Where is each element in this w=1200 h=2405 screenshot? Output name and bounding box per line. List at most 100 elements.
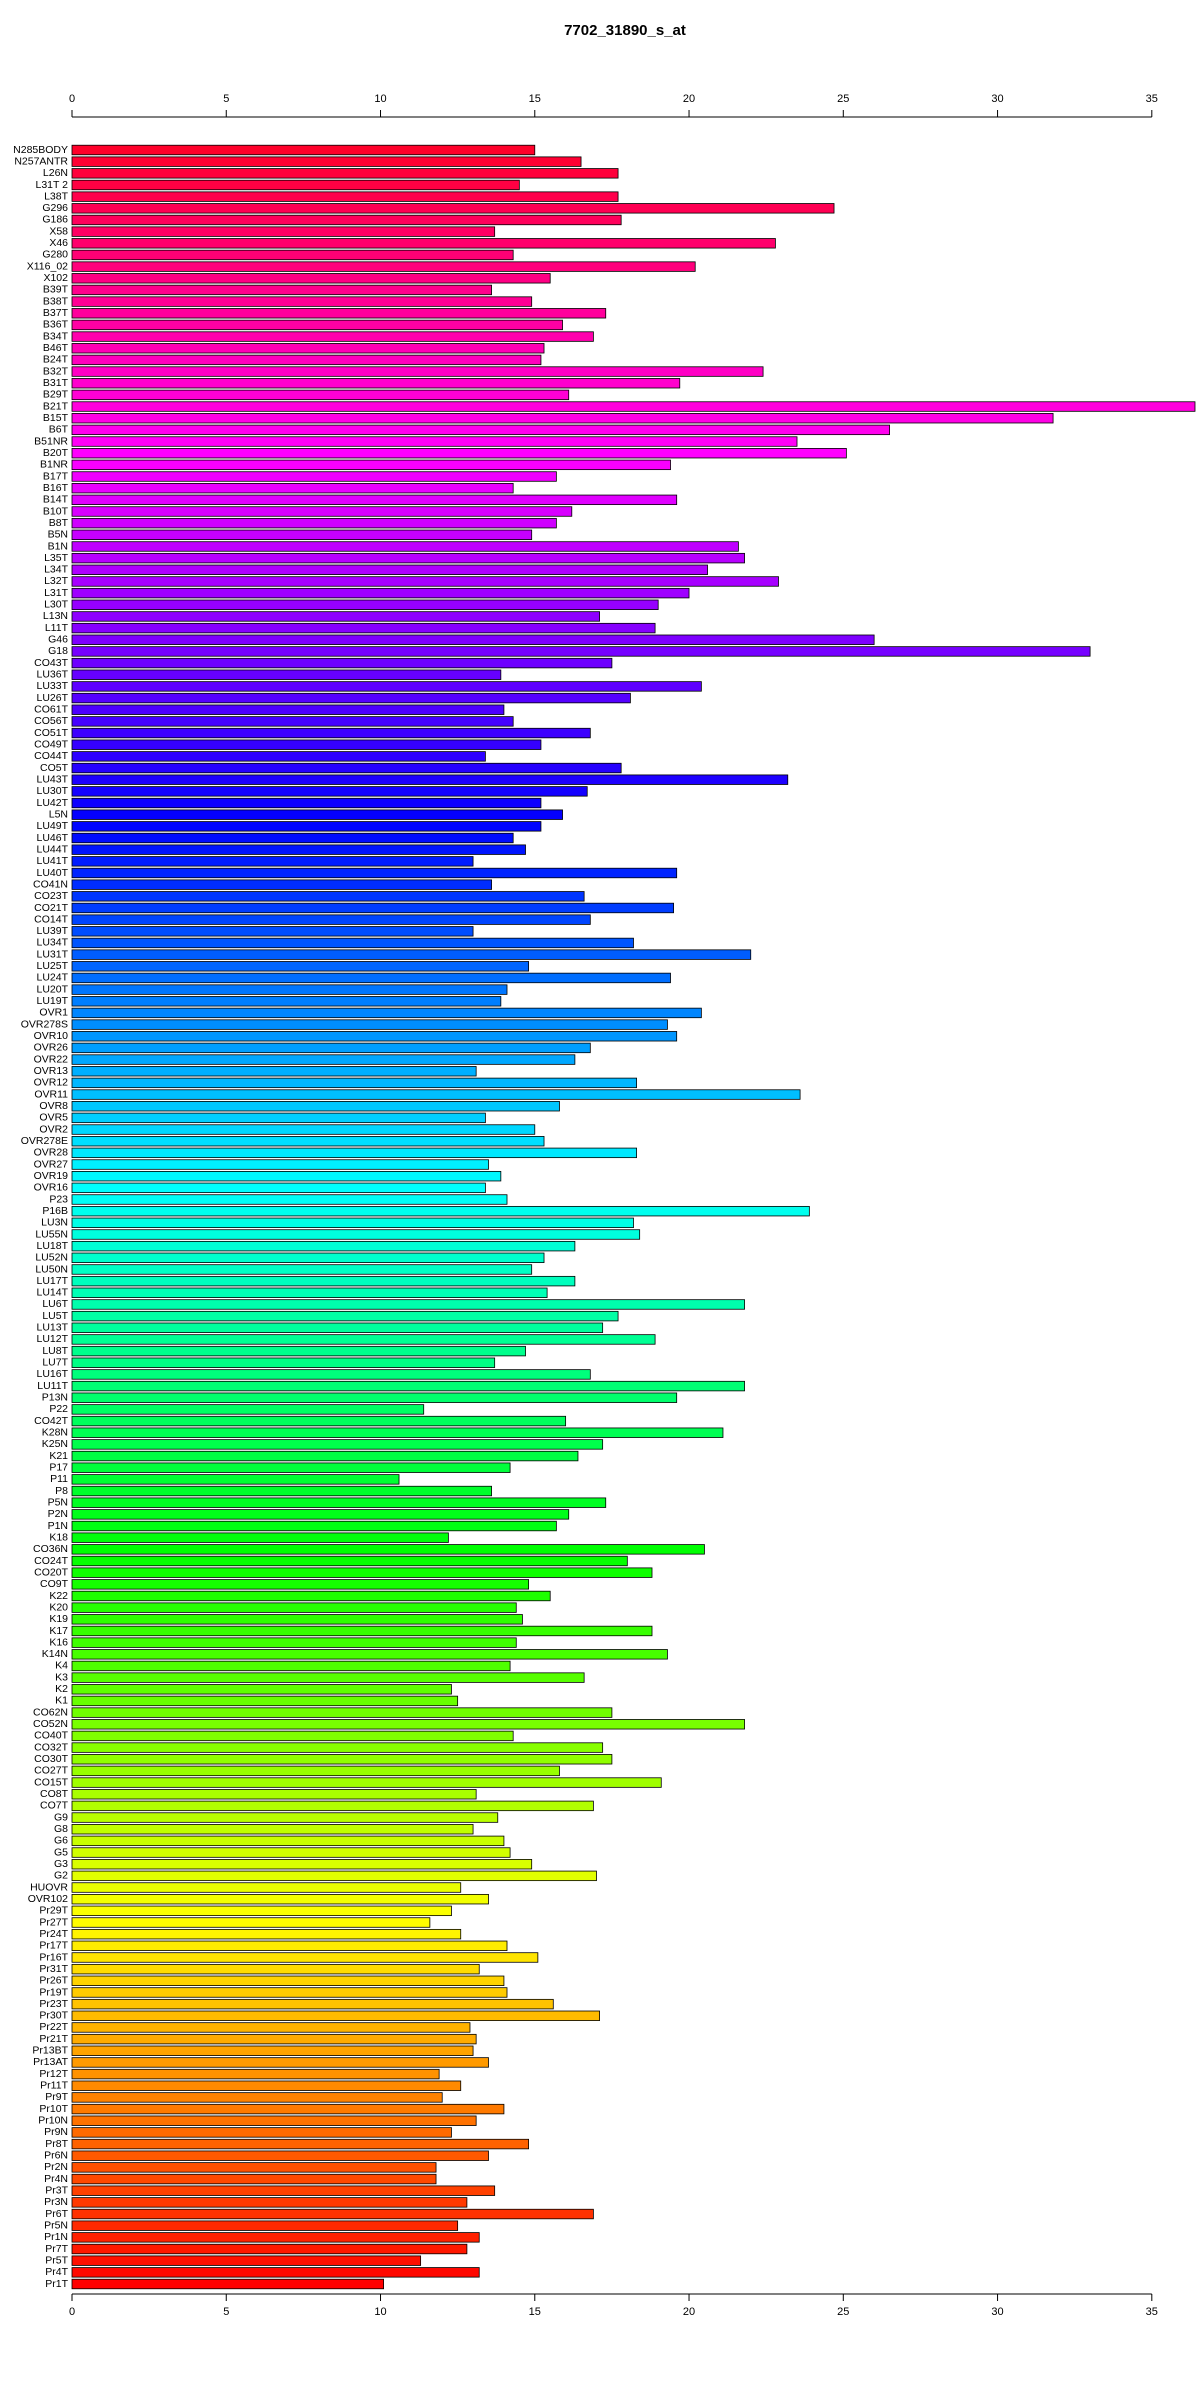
category-label: OVR1	[39, 1007, 68, 1019]
category-label: Pr6T	[45, 2208, 68, 2220]
bar	[71, 1684, 452, 1695]
bar	[71, 238, 776, 249]
x-tick-label: 15	[529, 93, 541, 105]
category-label: Pr26T	[39, 1975, 68, 1987]
category-label: B31T	[43, 377, 69, 389]
x-tick-label: 25	[837, 2306, 849, 2318]
bar	[71, 401, 1196, 412]
category-label: L13N	[43, 610, 68, 622]
category-label: LU3N	[41, 1217, 68, 1229]
bar	[71, 1579, 530, 1590]
bar	[71, 343, 545, 354]
bar	[71, 2243, 468, 2255]
category-label: L38T	[44, 190, 69, 202]
bar	[71, 1637, 517, 1648]
bar	[71, 308, 607, 319]
bar	[71, 1917, 431, 1928]
bar	[71, 727, 591, 739]
bar	[71, 1264, 533, 1275]
category-label: LU36T	[36, 669, 68, 681]
category-label: HUOVR	[30, 1881, 68, 1893]
category-label: X46	[49, 237, 68, 249]
bar	[71, 2103, 505, 2115]
bar	[71, 1485, 492, 1497]
category-label: P2N	[48, 1508, 68, 1520]
bar	[71, 2150, 489, 2161]
category-label: LU33T	[36, 680, 68, 692]
category-label: X102	[43, 272, 68, 284]
bar	[71, 1439, 604, 1450]
bar	[71, 751, 486, 762]
category-label: N257ANTR	[14, 155, 68, 167]
category-label: CO61T	[34, 704, 68, 716]
bar	[71, 331, 594, 342]
bar	[71, 937, 634, 949]
bar	[71, 168, 619, 179]
bar	[71, 1625, 653, 1637]
category-label: G186	[42, 214, 68, 226]
bar	[71, 2115, 477, 2126]
category-label: LU18T	[36, 1240, 68, 1252]
category-label: OVR2	[39, 1123, 68, 1135]
category-label: B5N	[48, 529, 68, 541]
bar	[71, 1742, 604, 1753]
category-label: B1NR	[40, 459, 68, 471]
bar	[71, 1427, 724, 1438]
bar	[71, 2033, 477, 2045]
bar	[71, 1777, 662, 1788]
bar	[71, 1859, 533, 1870]
category-label: OVR19	[34, 1170, 69, 1182]
category-label: K25N	[42, 1438, 68, 1450]
bar	[71, 1555, 628, 1567]
bar	[71, 576, 779, 587]
bar	[71, 214, 622, 226]
x-tick-label: 35	[1146, 93, 1158, 105]
category-label: B10T	[43, 505, 69, 517]
bar	[71, 1334, 656, 1345]
category-label: B51NR	[34, 435, 68, 447]
category-label: B21T	[43, 400, 69, 412]
bar	[71, 1509, 570, 1520]
x-tick-label: 20	[683, 93, 695, 105]
bar	[71, 2127, 452, 2138]
bar	[71, 1345, 526, 1357]
bar	[71, 1077, 637, 1089]
category-label: LU41T	[36, 855, 68, 867]
category-label: Pr13BT	[32, 2045, 68, 2057]
category-label: Pr3N	[44, 2196, 68, 2208]
bar	[71, 319, 563, 331]
category-label: LU7T	[42, 1357, 68, 1369]
bar	[71, 541, 739, 552]
bar	[71, 471, 557, 482]
bar	[71, 1824, 474, 1835]
category-label: P11	[50, 1473, 68, 1485]
category-label: LU46T	[36, 832, 68, 844]
category-label: CO51T	[34, 727, 68, 739]
x-tick-label: 10	[374, 93, 386, 105]
category-label: B37T	[43, 307, 69, 319]
category-label: B24T	[43, 354, 69, 366]
category-label: OVR278E	[21, 1135, 68, 1147]
bar	[71, 704, 505, 715]
category-label: L31T 2	[36, 179, 69, 191]
bar	[71, 1987, 508, 1998]
category-label: K20	[49, 1601, 68, 1613]
bar	[71, 1275, 576, 1287]
category-label: CO8T	[40, 1788, 69, 1800]
category-label: B20T	[43, 447, 69, 459]
category-label: CO20T	[34, 1566, 68, 1578]
bar	[71, 1975, 505, 1986]
category-label: LU11T	[37, 1380, 68, 1392]
bar	[71, 1147, 637, 1159]
category-label: G2	[54, 1870, 68, 1882]
bar	[71, 1870, 597, 1882]
category-label: Pr31T	[39, 1963, 68, 1975]
category-label: L31T	[44, 587, 69, 599]
category-label: B8T	[49, 517, 69, 529]
bar	[71, 739, 542, 750]
category-label: OVR28	[34, 1147, 69, 1159]
bar	[71, 2208, 594, 2220]
category-label: Pr30T	[39, 2010, 68, 2022]
bar	[71, 1672, 585, 1683]
category-label: LU6T	[42, 1298, 68, 1310]
